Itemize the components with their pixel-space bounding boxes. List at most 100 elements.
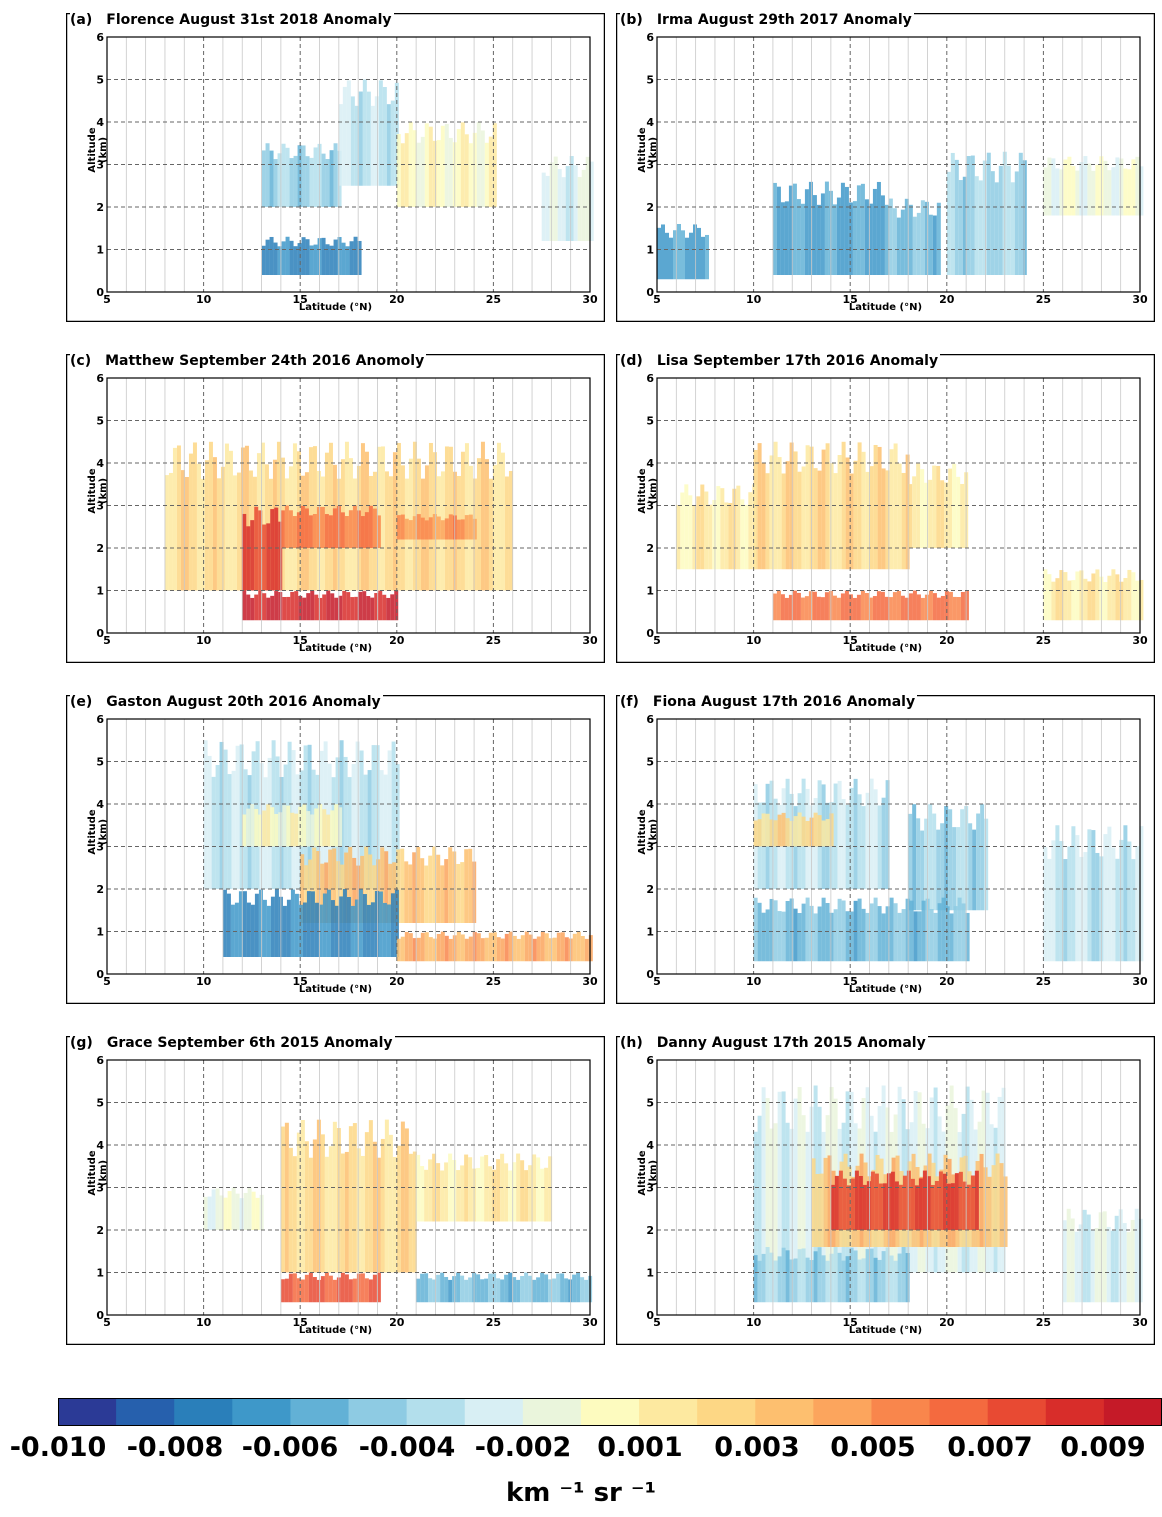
anomaly-cell bbox=[288, 1147, 293, 1273]
anomaly-cell bbox=[1063, 572, 1068, 621]
anomaly-cell bbox=[528, 1165, 533, 1222]
anomaly-cell bbox=[432, 1279, 437, 1303]
anomaly-cell bbox=[1075, 835, 1080, 962]
anomaly-cell bbox=[436, 140, 441, 207]
x-tick-label: 20 bbox=[389, 1316, 405, 1329]
y-tick-label: 5 bbox=[646, 415, 654, 428]
anomaly-cell bbox=[805, 1131, 810, 1273]
x-tick-label: 25 bbox=[486, 1316, 501, 1329]
anomaly-cell bbox=[991, 1165, 996, 1247]
anomaly-cell bbox=[1134, 1208, 1139, 1303]
anomaly-cell bbox=[222, 889, 227, 957]
anomaly-cell bbox=[223, 1197, 228, 1230]
anomaly-cell bbox=[724, 502, 729, 570]
anomaly-cell bbox=[769, 455, 774, 570]
anomaly-cell bbox=[1074, 1231, 1079, 1303]
colorbar-segment bbox=[580, 1398, 640, 1426]
anomaly-cell bbox=[304, 865, 309, 923]
anomaly-cell bbox=[789, 1128, 794, 1273]
anomaly-cell bbox=[852, 201, 857, 275]
anomaly-cell bbox=[788, 185, 793, 275]
anomaly-cell bbox=[924, 594, 929, 621]
anomaly-cell bbox=[312, 847, 317, 923]
anomaly-cell bbox=[428, 517, 433, 540]
anomaly-cell bbox=[552, 937, 557, 962]
anomaly-cell bbox=[801, 1248, 806, 1303]
anomaly-cell bbox=[321, 153, 326, 207]
anomaly-cell bbox=[720, 488, 725, 570]
plot-axes bbox=[656, 1059, 1141, 1316]
anomaly-cell bbox=[860, 183, 865, 275]
panel-title: (f) Fiona August 17th 2016 Anomaly bbox=[620, 694, 918, 710]
anomaly-cell bbox=[460, 519, 465, 540]
anomaly-cell bbox=[484, 1278, 489, 1303]
anomaly-cell bbox=[342, 86, 347, 186]
anomaly-cell bbox=[940, 595, 945, 621]
anomaly-cell bbox=[372, 865, 377, 923]
anomaly-region bbox=[261, 143, 342, 207]
anomaly-cell bbox=[716, 486, 721, 570]
anomaly-cell bbox=[1115, 858, 1120, 962]
anomaly-cell bbox=[346, 897, 351, 957]
anomaly-cell bbox=[207, 755, 212, 889]
anomaly-cell bbox=[869, 1248, 874, 1303]
anomaly-cell bbox=[1103, 160, 1108, 216]
anomaly-cell bbox=[1115, 574, 1120, 621]
anomaly-cell bbox=[488, 478, 493, 591]
anomaly-cell bbox=[894, 1181, 899, 1230]
anomaly-cell bbox=[468, 1157, 473, 1222]
anomaly-cell bbox=[950, 152, 955, 275]
anomaly-cell bbox=[480, 1279, 485, 1303]
anomaly-cell bbox=[862, 1184, 867, 1230]
anomaly-cell bbox=[416, 937, 421, 962]
anomaly-cell bbox=[870, 1171, 875, 1230]
anomaly-cell bbox=[789, 820, 794, 847]
anomaly-cell bbox=[358, 889, 363, 957]
x-tick-label: 10 bbox=[746, 1316, 762, 1329]
anomaly-cell bbox=[944, 806, 949, 911]
anomaly-cell bbox=[920, 597, 925, 621]
anomaly-cell bbox=[914, 1185, 919, 1230]
anomaly-cell bbox=[420, 858, 425, 923]
anomaly-cell bbox=[793, 806, 798, 889]
colorbar-bar bbox=[58, 1398, 1162, 1426]
anomaly-cell bbox=[216, 478, 221, 591]
anomaly-cell bbox=[728, 502, 733, 570]
anomaly-cell bbox=[1051, 581, 1056, 621]
y-tick-label: 1 bbox=[96, 926, 104, 939]
anomaly-cell bbox=[1114, 1215, 1119, 1303]
anomaly-cell bbox=[812, 195, 817, 275]
anomaly-cell bbox=[896, 217, 901, 275]
anomaly-cell bbox=[532, 938, 537, 962]
anomaly-cell bbox=[864, 593, 869, 621]
anomaly-cell bbox=[740, 499, 745, 570]
anomaly-cell bbox=[853, 778, 858, 889]
anomaly-cell bbox=[832, 204, 837, 275]
anomaly-cell bbox=[432, 1153, 437, 1222]
anomaly-cell bbox=[581, 169, 586, 241]
anomaly-cell bbox=[1135, 580, 1140, 621]
anomaly-cell bbox=[164, 475, 169, 591]
anomaly-cell bbox=[777, 457, 782, 570]
anomaly-cell bbox=[1047, 157, 1052, 216]
anomaly-cell bbox=[337, 237, 342, 275]
anomaly-cell bbox=[752, 484, 757, 570]
anomaly-cell bbox=[1083, 852, 1088, 962]
anomaly-cell bbox=[378, 891, 383, 957]
anomaly-cell bbox=[761, 912, 766, 962]
anomaly-cell bbox=[1066, 1208, 1071, 1303]
anomaly-cell bbox=[881, 1251, 886, 1303]
anomaly-cell bbox=[468, 848, 473, 923]
anomaly-cell bbox=[976, 813, 981, 911]
anomaly-cell bbox=[1087, 581, 1092, 621]
y-tick-label: 3 bbox=[646, 159, 654, 172]
anomaly-cell bbox=[254, 809, 259, 847]
y-tick-label: 1 bbox=[646, 1267, 654, 1280]
anomaly-cell bbox=[836, 597, 841, 621]
anomaly-cell bbox=[341, 242, 346, 275]
anomaly-cell bbox=[825, 443, 830, 570]
anomaly-cell bbox=[456, 863, 461, 923]
colorbar-segment bbox=[871, 1398, 931, 1426]
anomaly-cell bbox=[856, 185, 861, 275]
anomaly-cell bbox=[448, 847, 453, 923]
